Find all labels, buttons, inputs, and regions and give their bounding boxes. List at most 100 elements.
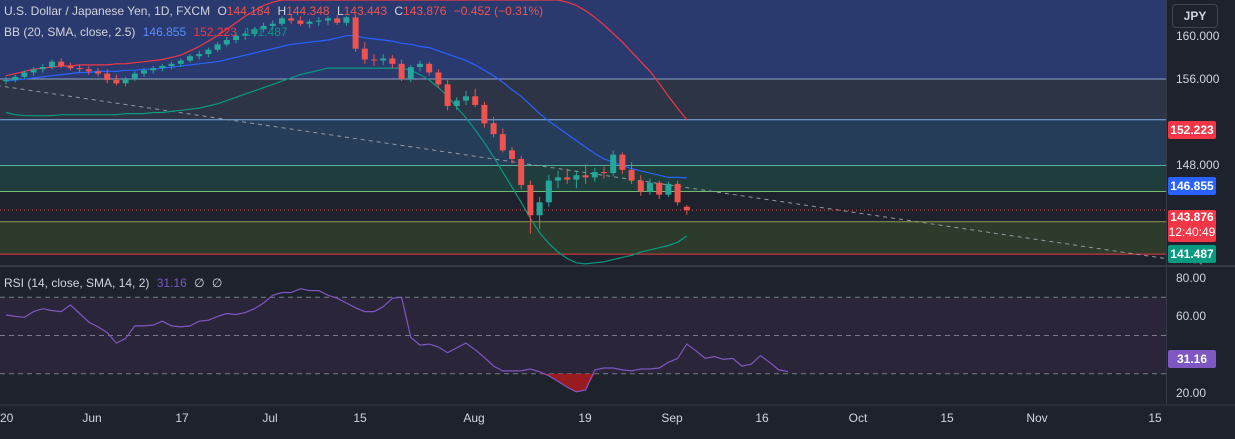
- bb-basis-value: 146.855: [142, 25, 187, 39]
- low-value: 143.443: [343, 4, 388, 18]
- upper-band-badge: 152.223: [1168, 121, 1216, 139]
- rsi-value: 31.16: [156, 276, 187, 290]
- time-tick: 19: [578, 411, 592, 425]
- candle-body: [444, 84, 451, 106]
- candle-body: [122, 78, 129, 84]
- candle-body: [417, 63, 423, 68]
- candle-body: [306, 21, 313, 24]
- candle-body: [168, 63, 175, 66]
- candle-body: [545, 180, 552, 203]
- candle-body: [674, 183, 681, 203]
- zone-3: [0, 165, 1166, 192]
- candle-body: [141, 70, 147, 74]
- high-label: H: [277, 4, 287, 18]
- currency-button[interactable]: JPY: [1172, 4, 1218, 28]
- basis-badge: 146.855: [1168, 177, 1216, 195]
- candle-body: [39, 67, 46, 70]
- candle-body: [58, 61, 65, 66]
- candle-body: [196, 54, 203, 57]
- price-tick: 160.000: [1176, 28, 1220, 43]
- candle-body: [334, 18, 341, 23]
- candle-body: [490, 123, 497, 135]
- change-value: −0.452 (−0.31%): [453, 4, 544, 18]
- time-tick: Oct: [848, 411, 868, 425]
- candle-body: [49, 61, 55, 68]
- candle-body: [647, 182, 653, 192]
- candle-body: [619, 154, 626, 170]
- candle-body: [251, 29, 258, 34]
- candle-body: [288, 18, 295, 21]
- candle-body: [177, 60, 184, 64]
- time-tick: Sep: [661, 411, 683, 425]
- candle-body: [223, 40, 230, 45]
- rsi-legend: RSI (14, close, SMA, 14, 2) 31.16 ∅ ∅: [4, 276, 226, 290]
- bb-basis-line: [5, 35, 687, 179]
- candle-body: [380, 58, 387, 61]
- rsi-tick: 60.00: [1176, 309, 1207, 324]
- candle-body: [85, 69, 92, 72]
- candle-body: [518, 159, 525, 185]
- time-tick: Jul: [262, 411, 278, 425]
- trendline: [0, 85, 1203, 265]
- candle-body: [233, 35, 239, 41]
- candle-body: [279, 18, 285, 24]
- candle-body: [637, 180, 644, 192]
- candle-body: [398, 63, 405, 79]
- high-value: 144.348: [286, 4, 330, 18]
- zone-2: [0, 119, 1166, 166]
- candle-body: [325, 18, 331, 21]
- candle-body: [242, 33, 249, 36]
- candle-body: [76, 68, 83, 70]
- candle-body: [67, 65, 74, 69]
- candle-body: [104, 73, 111, 81]
- candle-body: [352, 17, 359, 49]
- time-tick: 15: [353, 411, 367, 425]
- candle-body: [3, 80, 9, 82]
- candle-body: [113, 80, 120, 84]
- candle-body: [12, 76, 19, 81]
- candle-body: [463, 96, 469, 101]
- rsi-band-fill: [0, 297, 1166, 374]
- zone-1: [0, 78, 1166, 120]
- price-tick: 148.000: [1176, 158, 1220, 173]
- time-tick: Jun: [82, 411, 102, 425]
- candle-body: [187, 56, 193, 61]
- candle-body: [499, 134, 506, 151]
- bb-legend: BB (20, SMA, close, 2.5) 146.855 152.223…: [4, 25, 292, 39]
- low-label: L: [336, 4, 344, 18]
- zone-0: [0, 0, 1166, 79]
- candle-body: [214, 44, 221, 50]
- candle-body: [205, 49, 212, 55]
- candle-body: [95, 71, 101, 74]
- time-tick: 16: [755, 411, 769, 425]
- bar-countdown: 12:40:49: [1168, 225, 1216, 239]
- lower-band-badge: 141.487: [1168, 245, 1216, 263]
- price-tick: 156.000: [1176, 71, 1220, 86]
- candle-body: [472, 96, 479, 105]
- candle-body: [509, 150, 515, 159]
- candle-body: [536, 202, 543, 216]
- bb-lower-value: 141.487: [244, 25, 288, 39]
- candle-body: [371, 59, 377, 61]
- rsi-extra-2: ∅: [211, 276, 223, 290]
- candle-body: [656, 182, 663, 195]
- candle-body: [269, 23, 276, 26]
- candle-body: [564, 177, 571, 180]
- last-price-value: 143.876: [1170, 210, 1214, 224]
- time-tick: Aug: [463, 411, 485, 425]
- candle-body: [582, 175, 589, 178]
- time-tick: 15: [940, 411, 954, 425]
- open-value: 144.184: [226, 4, 271, 18]
- rsi-extra-1: ∅: [194, 276, 205, 290]
- candle-body: [21, 72, 28, 77]
- bb-label: BB (20, SMA, close, 2.5): [4, 25, 136, 39]
- candle-body: [610, 154, 617, 174]
- candle-body: [591, 171, 598, 178]
- symbol-title: U.S. Dollar / Japanese Yen, 1D, FXCM: [4, 4, 211, 18]
- rsi-tick: 20.00: [1176, 385, 1207, 400]
- zone-4: [0, 221, 1166, 255]
- candle-body: [159, 65, 166, 69]
- candle-body: [315, 20, 322, 22]
